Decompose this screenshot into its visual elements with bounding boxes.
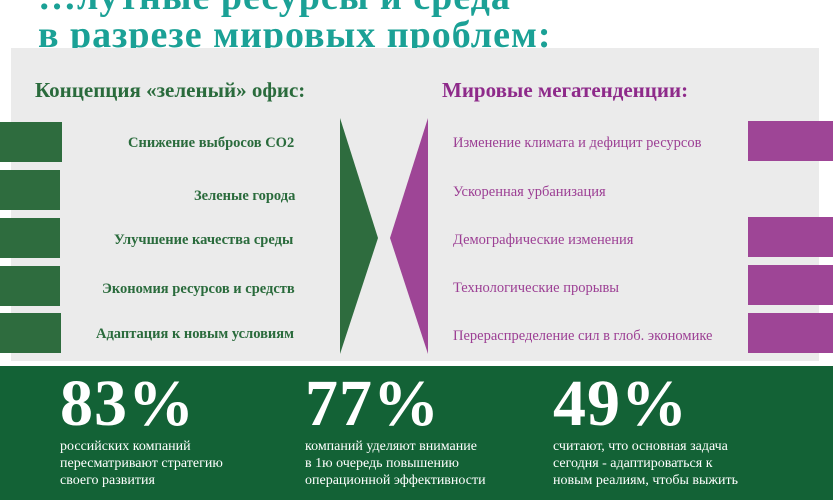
left-item-1: Снижение выбросов СО2: [128, 135, 295, 151]
right-item-4: Технологические прорывы: [453, 280, 620, 296]
title: …лутные ресурсы и среда в разрезе мировы…: [38, 0, 833, 54]
stat-2-line-3: операционной эффективности: [305, 473, 486, 488]
stat-1: 83% российских компаний пересматривают с…: [60, 368, 223, 489]
left-bar-3: [0, 218, 60, 258]
right-item-5: Перераспределение сил в глоб. экономике: [453, 328, 713, 344]
stat-2-line-2: в 1ю очередь повышению: [305, 456, 459, 471]
stat-2-value: 77%: [305, 367, 440, 440]
left-bar-5: [0, 313, 61, 353]
green-triangle: [340, 118, 378, 354]
stat-1-line-2: пересматривают стратегию: [60, 456, 223, 471]
title-line-1: …лутные ресурсы и среда: [38, 0, 833, 16]
left-bar-1: [0, 122, 62, 162]
left-item-2: Зеленые города: [194, 188, 296, 204]
stat-1-line-3: своего развития: [60, 473, 155, 488]
right-item-3: Демографические изменения: [453, 232, 634, 248]
left-item-4: Экономия ресурсов и средств: [102, 281, 295, 297]
right-bar-3: [748, 265, 833, 305]
right-bar-4: [748, 313, 833, 353]
left-bar-2: [0, 170, 60, 210]
stats-band: [0, 366, 833, 500]
title-line-2: в разрезе мировых проблем:: [38, 14, 552, 56]
stat-3-line-2: сегодня - адаптироваться к: [553, 456, 713, 471]
stat-1-value: 83%: [60, 367, 195, 440]
green-office-heading: Концепция «зеленый» офис:: [35, 78, 306, 102]
stat-3: 49% считают, что основная задача сегодня…: [553, 368, 738, 489]
stat-3-line-1: считают, что основная задача: [553, 439, 728, 454]
stat-1-line-1: российских компаний: [60, 439, 191, 454]
megatrends-heading: Мировые мегатенденции:: [442, 78, 689, 102]
stat-2: 77% компаний уделяют внимание в 1ю очере…: [305, 368, 486, 489]
right-item-2: Ускоренная урбанизация: [453, 184, 606, 200]
left-item-3: Улучшение качества среды: [114, 232, 294, 248]
stat-3-value: 49%: [553, 367, 688, 440]
left-bar-4: [0, 266, 60, 306]
purple-triangle: [390, 118, 428, 354]
stat-3-line-3: новым реалиям, чтобы выжить: [553, 473, 739, 488]
right-bar-2: [748, 217, 833, 257]
right-bar-1: [748, 121, 833, 161]
right-item-1: Изменение климата и дефицит ресурсов: [453, 135, 702, 151]
stat-2-line-1: компаний уделяют внимание: [305, 439, 477, 454]
left-item-5: Адаптация к новым условиям: [96, 326, 294, 342]
